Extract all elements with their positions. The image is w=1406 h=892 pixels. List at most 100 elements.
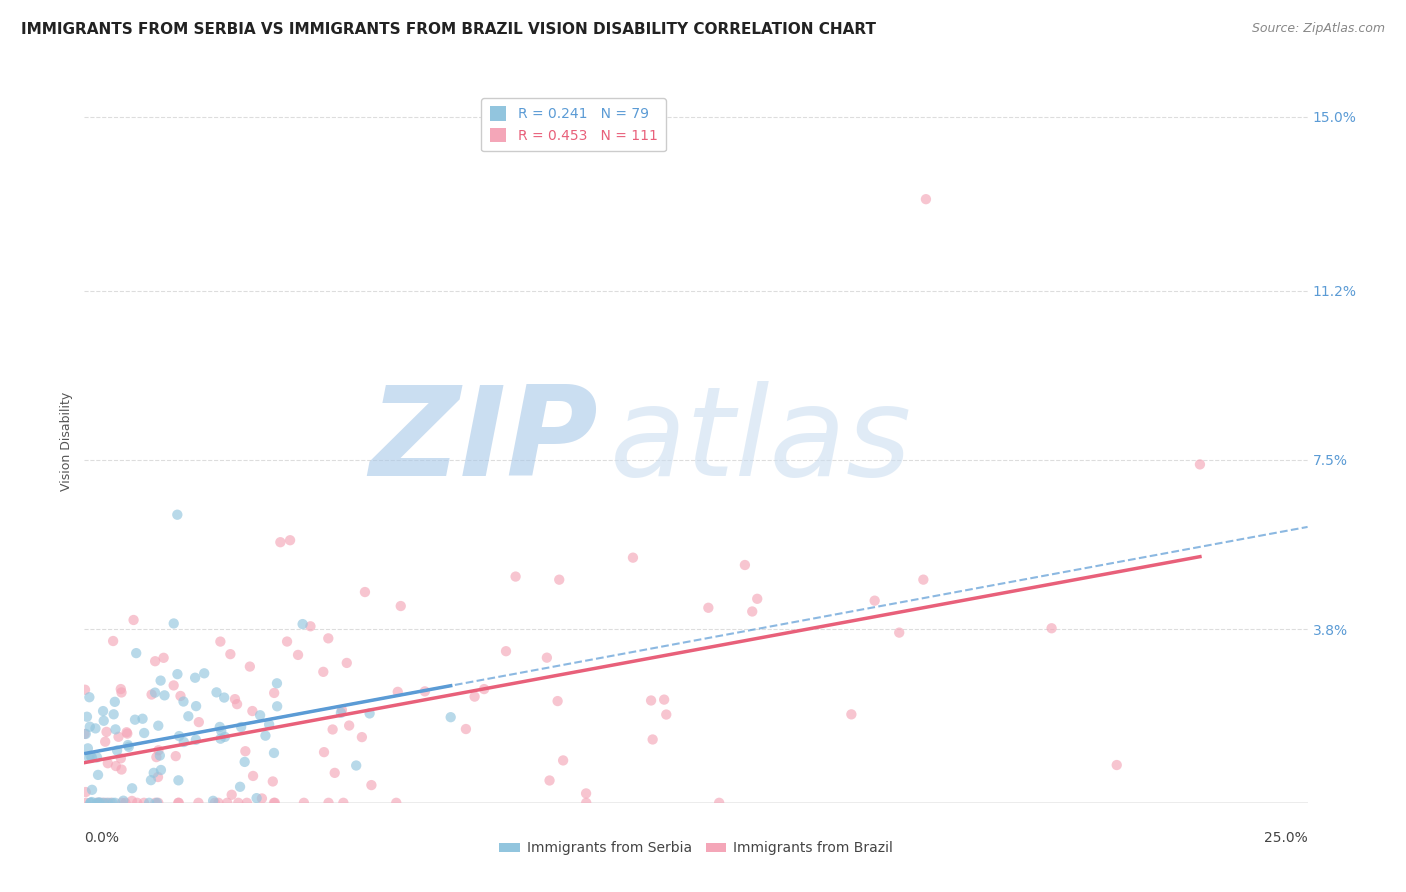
Point <box>741 605 763 619</box>
Point <box>124 713 146 727</box>
Point <box>547 694 569 708</box>
Text: IMMIGRANTS FROM SERBIA VS IMMIGRANTS FROM BRAZIL VISION DISABILITY CORRELATION C: IMMIGRANTS FROM SERBIA VS IMMIGRANTS FRO… <box>21 22 876 37</box>
Point <box>117 738 139 752</box>
Point <box>153 689 176 703</box>
Point <box>127 796 149 810</box>
Point <box>912 573 935 587</box>
Point <box>464 690 486 704</box>
Point <box>291 617 314 632</box>
Point <box>75 785 97 799</box>
Point <box>266 699 288 714</box>
Point <box>97 796 120 810</box>
Point <box>292 796 315 810</box>
Point <box>167 796 190 810</box>
Point <box>122 613 145 627</box>
Point <box>73 727 96 741</box>
Point <box>110 751 132 765</box>
Point <box>165 749 187 764</box>
Text: Source: ZipAtlas.com: Source: ZipAtlas.com <box>1251 22 1385 36</box>
Legend: Immigrants from Serbia, Immigrants from Brazil: Immigrants from Serbia, Immigrants from … <box>494 836 898 861</box>
Point <box>287 648 309 662</box>
Point <box>187 715 209 730</box>
Point <box>266 676 288 690</box>
Point <box>359 706 381 721</box>
Point <box>312 665 335 679</box>
Point <box>242 769 264 783</box>
Point <box>548 573 571 587</box>
Point <box>104 723 127 737</box>
Point <box>641 732 664 747</box>
Point <box>239 659 262 673</box>
Point <box>205 685 228 699</box>
Point <box>121 794 143 808</box>
Point <box>93 714 115 728</box>
Point <box>110 685 132 699</box>
Point <box>235 744 257 758</box>
Point <box>103 707 125 722</box>
Point <box>79 796 101 810</box>
Point <box>143 654 166 668</box>
Point <box>104 759 127 773</box>
Point <box>1040 621 1063 635</box>
Point <box>229 720 252 734</box>
Point <box>360 778 382 792</box>
Point <box>269 535 291 549</box>
Point <box>146 796 169 810</box>
Point <box>87 796 110 810</box>
Point <box>621 550 644 565</box>
Point <box>146 770 169 784</box>
Point <box>655 707 678 722</box>
Point <box>538 773 561 788</box>
Point <box>125 646 148 660</box>
Point <box>193 666 215 681</box>
Point <box>169 689 191 703</box>
Point <box>249 708 271 723</box>
Point <box>75 796 97 810</box>
Point <box>332 796 354 810</box>
Point <box>110 763 132 777</box>
Point <box>110 681 132 696</box>
Point <box>172 694 194 708</box>
Point <box>131 712 153 726</box>
Point <box>177 709 200 723</box>
Point <box>236 796 259 810</box>
Point <box>76 710 98 724</box>
Point <box>166 508 188 522</box>
Point <box>87 796 110 810</box>
Point <box>697 600 720 615</box>
Point <box>167 796 190 810</box>
Point <box>1188 458 1211 472</box>
Point <box>107 730 129 744</box>
Point <box>233 755 256 769</box>
Point <box>262 774 284 789</box>
Point <box>217 796 239 810</box>
Point <box>254 729 277 743</box>
Point <box>337 718 360 732</box>
Point <box>114 796 136 810</box>
Point <box>80 750 103 764</box>
Point <box>80 795 103 809</box>
Point <box>152 650 174 665</box>
Point <box>118 739 141 754</box>
Point <box>105 743 128 757</box>
Point <box>148 796 170 810</box>
Point <box>336 656 359 670</box>
Point <box>91 796 114 810</box>
Point <box>94 796 117 810</box>
Point <box>318 796 340 810</box>
Point <box>278 533 301 548</box>
Point <box>89 796 111 810</box>
Point <box>276 634 298 648</box>
Point <box>138 796 160 810</box>
Point <box>575 786 598 800</box>
Point <box>148 743 170 757</box>
Point <box>202 794 225 808</box>
Point <box>1105 758 1128 772</box>
Point <box>226 796 249 810</box>
Point <box>209 731 232 746</box>
Point <box>323 765 346 780</box>
Point <box>145 750 167 764</box>
Point <box>163 616 186 631</box>
Point <box>640 693 662 707</box>
Point <box>299 619 322 633</box>
